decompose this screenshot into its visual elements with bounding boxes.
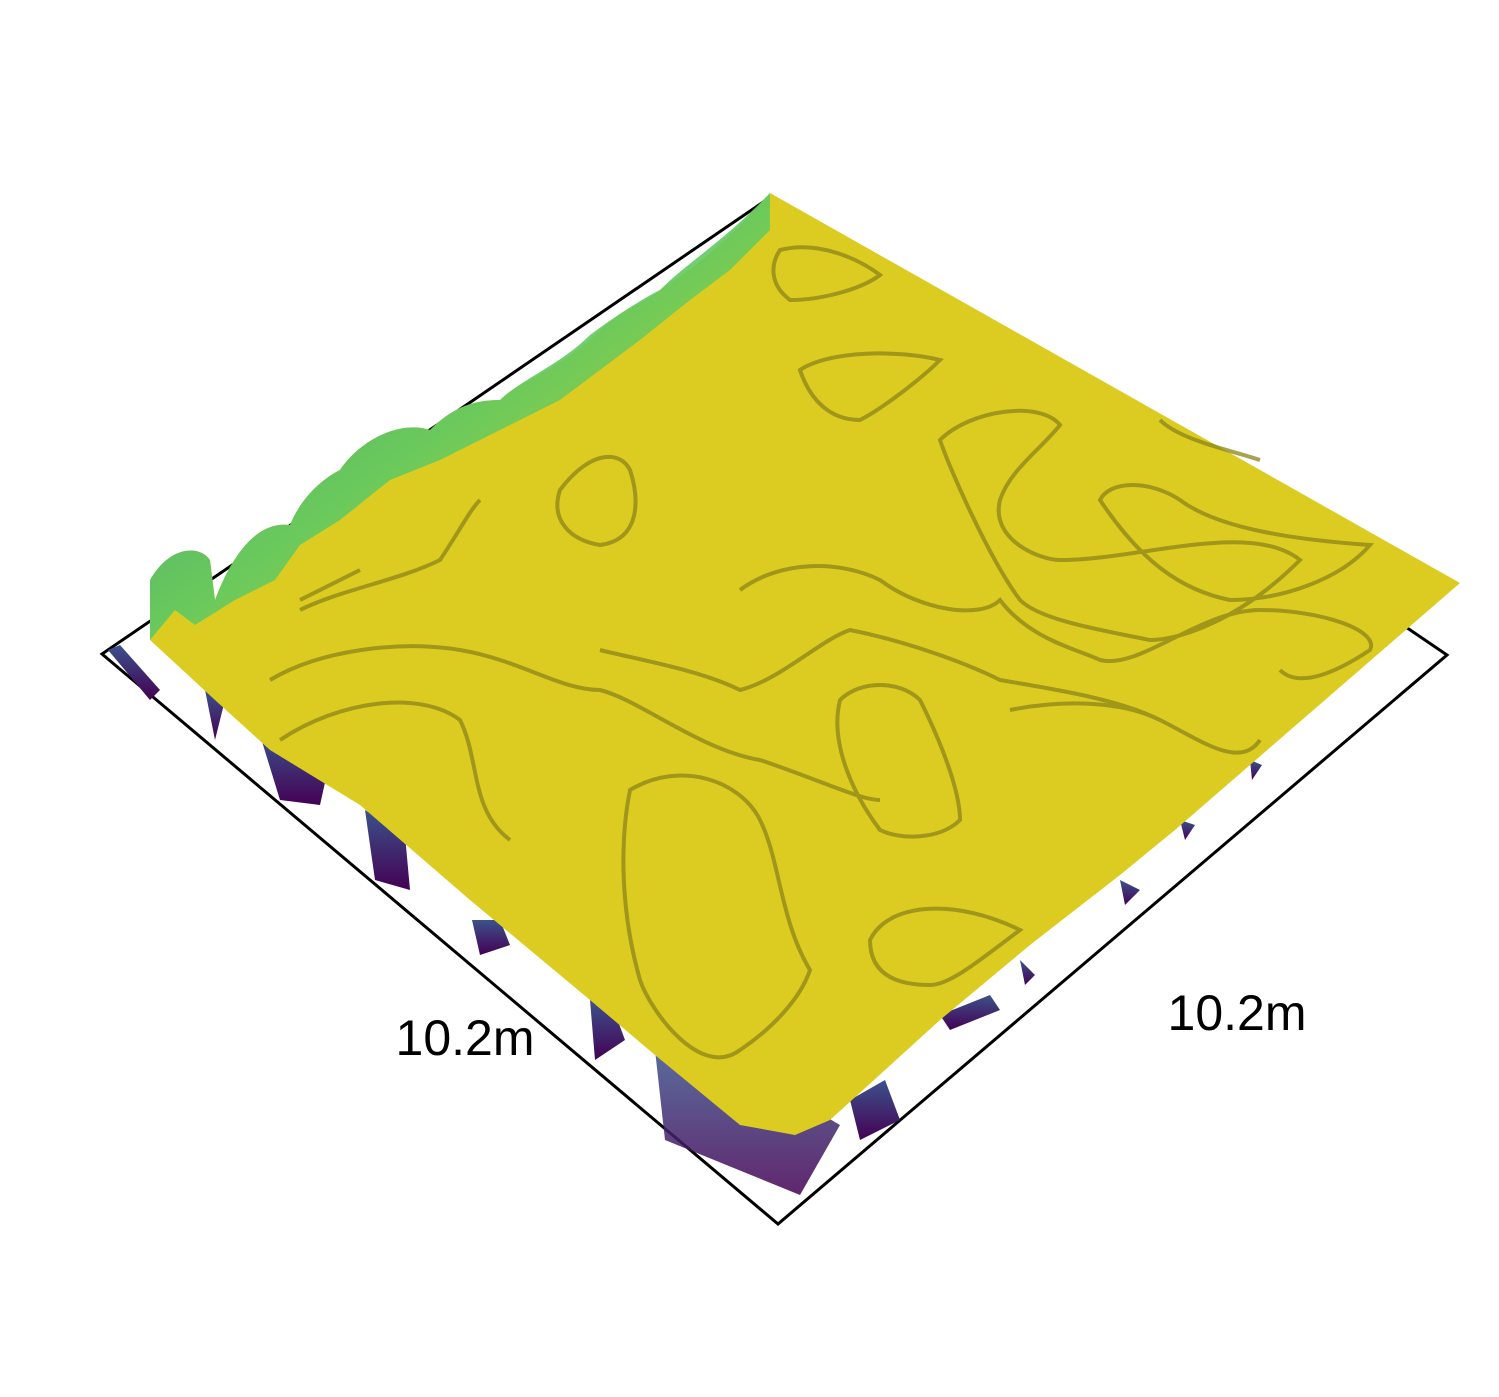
base-frame [99, 194, 1450, 1226]
y-axis-label: 10.2m [1168, 985, 1307, 1041]
surface-ridge [150, 193, 770, 640]
x-axis-label: 10.2m [396, 1010, 535, 1066]
contour-lines [268, 245, 1375, 1060]
